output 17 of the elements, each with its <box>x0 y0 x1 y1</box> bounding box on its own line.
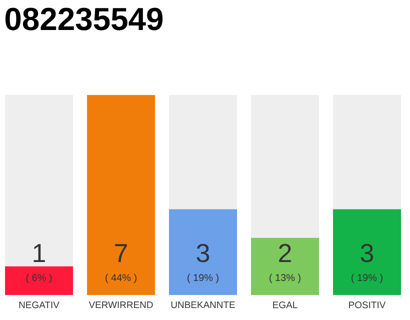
data-label: 7 <box>115 244 127 262</box>
annotation: ( 6% ) <box>26 274 52 284</box>
data-label: 2 <box>279 244 291 262</box>
x-tick-label: NEGATIV <box>19 302 60 308</box>
annotation: ( 19% ) <box>352 274 382 284</box>
bar <box>5 266 73 295</box>
x-tick-label: VERWIRREND <box>88 302 153 308</box>
data-label: 3 <box>360 244 374 262</box>
annotation: ( 19% ) <box>188 274 218 284</box>
x-tick-label: UNBEKANNTE <box>171 302 235 308</box>
x-tick-label: EGAL <box>273 302 298 308</box>
annotation: ( 44% ) <box>106 274 136 284</box>
data-label: 3 <box>196 244 210 262</box>
x-tick-label: POSITIV <box>349 302 386 308</box>
annotation: ( 13% ) <box>270 274 300 284</box>
chart-title: 082235549 <box>5 8 163 30</box>
data-label: 1 <box>34 244 45 262</box>
